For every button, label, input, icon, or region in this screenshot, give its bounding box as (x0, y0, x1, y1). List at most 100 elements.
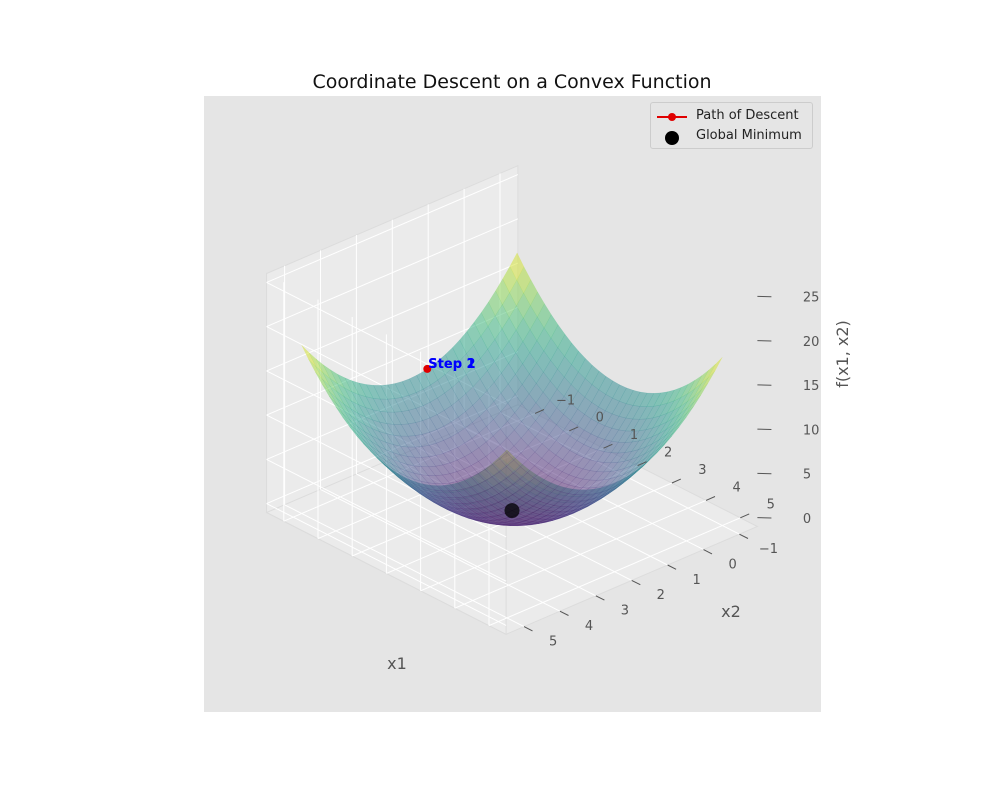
surface-face (422, 431, 437, 446)
surface-face (514, 403, 529, 422)
x-tick-label: 3 (698, 463, 706, 478)
surface-face (562, 450, 577, 464)
surface-face (595, 484, 611, 494)
surface-face (523, 279, 538, 306)
x-tick-label: 1 (630, 428, 638, 443)
x-tick-label: 0 (596, 411, 604, 426)
y-tick-mark (559, 610, 569, 616)
surface-face (569, 425, 585, 441)
surface-face (329, 369, 345, 389)
tick-marks: −1 0 1 2 3 4 5 −1 0 1 2 3 4 5 0 5 10 15 20 25 (523, 291, 820, 649)
surface-face (461, 515, 476, 521)
surface-face (399, 472, 414, 484)
z-tick-label: 20 (803, 335, 820, 350)
surface-face (521, 373, 537, 395)
surface-face (490, 501, 506, 510)
surface-face (588, 491, 603, 500)
surface-face (522, 352, 537, 375)
y-tick-mark (631, 579, 641, 586)
surface-face (666, 387, 682, 404)
surface-face (557, 333, 573, 357)
surface-face (536, 350, 551, 373)
surface-face (454, 510, 469, 517)
surface-face (514, 384, 530, 405)
x-tick-label: 2 (664, 446, 672, 461)
x-tick-label: 5 (767, 498, 775, 513)
surface-face (526, 488, 542, 499)
surface-face (392, 452, 408, 465)
surface-face (571, 350, 586, 373)
x-tick-mark (569, 426, 579, 432)
surface-face (659, 400, 675, 417)
surface-face (553, 511, 568, 516)
y-tick-mark (667, 564, 677, 570)
surface-face (364, 436, 379, 452)
surface-face (490, 509, 506, 516)
surface-face (549, 407, 564, 426)
surface-face (419, 493, 434, 503)
surface-face (616, 474, 631, 486)
step-annotation: Step 1 (428, 357, 475, 372)
surface-face (547, 467, 563, 480)
surface-face (465, 366, 481, 388)
chart-title: Coordinate Descent on a Convex Function (312, 71, 711, 93)
surface-face (547, 489, 562, 499)
y-tick-mark (739, 533, 749, 539)
surface-face (653, 391, 668, 407)
surface-face (666, 406, 681, 423)
x-tick-mark (705, 496, 716, 501)
path-point (423, 364, 432, 373)
y-tick-mark (703, 549, 713, 555)
surface-face (637, 436, 654, 450)
surface-face (673, 383, 689, 402)
surface-face (694, 370, 709, 390)
surface-face (630, 453, 646, 467)
surface-face (568, 466, 584, 478)
surface-face (650, 444, 666, 459)
surface-face (512, 489, 528, 500)
y-tick-mark (523, 626, 533, 632)
surface-face (509, 252, 525, 281)
surface-face (485, 450, 500, 465)
surface-face (598, 376, 614, 395)
surface-face (594, 493, 609, 503)
x-axis-label: x1 (387, 654, 407, 673)
surface-face (623, 462, 638, 475)
surface-face (609, 474, 624, 485)
surface-face (536, 371, 551, 393)
surface-face (473, 312, 489, 337)
surface-face (525, 517, 540, 522)
surface-face (609, 468, 625, 480)
surface-face (550, 368, 565, 390)
surface-face (605, 380, 620, 399)
surface-face (608, 483, 623, 494)
z-tick-label: 25 (803, 291, 820, 306)
y-tick-mark (595, 595, 605, 601)
y-tick-label: 4 (585, 619, 593, 634)
surface-face (550, 347, 565, 370)
legend: Path of Descent Global Minimum (650, 102, 813, 149)
surface-face (644, 448, 659, 463)
z-tick-label: 0 (803, 512, 811, 527)
surface-face (598, 394, 613, 412)
surface-face (537, 303, 552, 329)
y-tick-label: 0 (728, 557, 736, 572)
surface-face (525, 505, 541, 513)
surface-face (516, 266, 532, 294)
surface-face (543, 314, 559, 339)
surface-face (371, 435, 387, 451)
surface-face (575, 457, 591, 470)
surface-face (510, 522, 526, 526)
surface-face (687, 375, 702, 394)
surface-face (622, 470, 638, 482)
grid-line (284, 504, 525, 628)
z-tick-label: 10 (803, 423, 820, 438)
grid-line (266, 503, 507, 626)
x-tick-label: −1 (556, 393, 575, 408)
y-axis-label: x2 (721, 602, 741, 621)
surface-face (608, 481, 624, 493)
surface-face (577, 414, 592, 431)
surface-face (588, 495, 603, 504)
surface-face (622, 471, 637, 484)
